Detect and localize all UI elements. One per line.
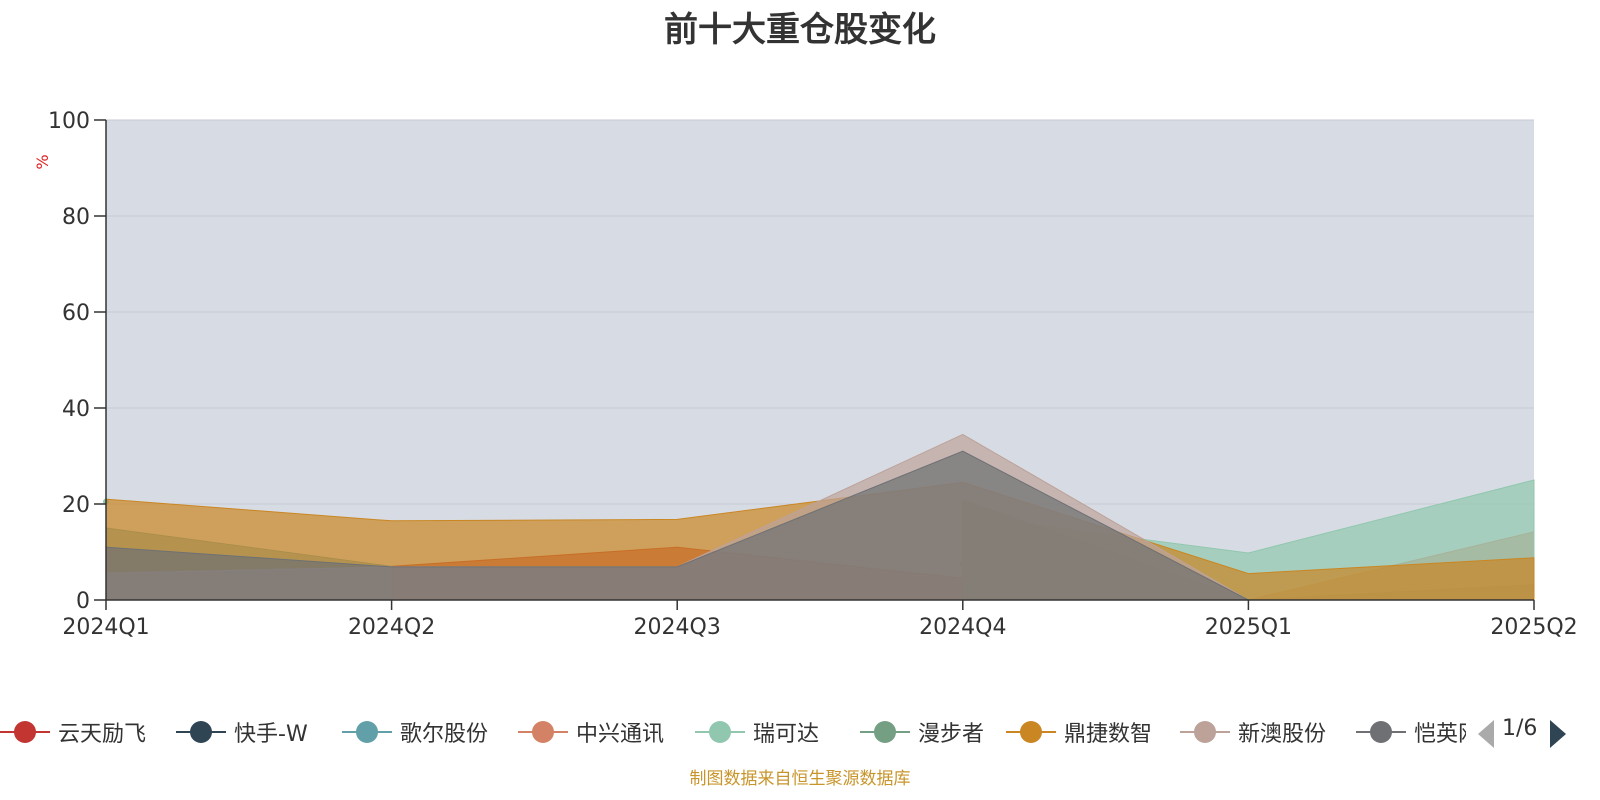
x-tick-label: 2025Q2: [1490, 615, 1577, 640]
legend-item[interactable]: 新澳股份: [1180, 716, 1326, 748]
legend-swatch-icon: [695, 716, 745, 748]
legend-label: 恺英网络: [1414, 722, 1466, 747]
legend-item[interactable]: 漫步者: [860, 716, 984, 748]
x-tick-label: 2024Q3: [634, 615, 721, 640]
legend-swatch-icon: [1180, 716, 1230, 748]
legend-label: 新澳股份: [1238, 722, 1327, 747]
y-tick-label: 40: [62, 397, 90, 422]
legend-pager: 1/6: [1470, 716, 1600, 750]
y-tick-label: 80: [62, 205, 90, 230]
y-tick-label: 20: [62, 493, 90, 518]
x-tick-label: 2024Q4: [919, 615, 1006, 640]
x-tick-label: 2024Q2: [348, 615, 435, 640]
chart-title: 前十大重仓股变化: [664, 10, 936, 50]
y-axis-unit-label: %: [33, 154, 52, 169]
legend-swatch-icon: [1356, 716, 1406, 748]
legend-item[interactable]: 鼎捷数智: [1006, 716, 1152, 748]
legend-label: 中兴通讯: [576, 722, 665, 747]
legend-label: 歌尔股份: [400, 722, 489, 747]
legend-label: 瑞可达: [753, 722, 820, 747]
area-chart: 0 20 40 60 80 100% 2024Q1 2024Q2 2024Q3 2024Q4 202…: [33, 109, 1578, 640]
legend-label: 鼎捷数智: [1064, 722, 1153, 747]
legend-label: 快手-W: [234, 722, 308, 747]
legend-swatch-icon: [0, 716, 50, 748]
y-tick-label: 100: [48, 109, 90, 134]
legend-next-icon[interactable]: [1550, 720, 1566, 748]
legend: 云天励飞 快手-W 歌尔股份 中兴通讯 瑞可达 漫步者 鼎捷数智 新澳股份 恺英网络: [0, 716, 1600, 756]
legend-swatch-icon: [1006, 716, 1056, 748]
legend-swatch-icon: [860, 716, 910, 748]
legend-swatch-icon: [342, 716, 392, 748]
legend-item[interactable]: 恺英网络: [1356, 716, 1466, 748]
legend-label: 云天励飞: [58, 722, 147, 747]
data-source-note: 制图数据来自恒生聚源数据库: [689, 769, 911, 789]
legend-item[interactable]: 歌尔股份: [342, 716, 488, 748]
legend-item[interactable]: 中兴通讯: [518, 716, 664, 748]
legend-prev-icon[interactable]: [1478, 720, 1494, 748]
legend-page-indicator: 1/6: [1502, 716, 1538, 741]
legend-item[interactable]: 云天励飞: [0, 716, 146, 748]
legend-label: 漫步者: [918, 722, 985, 747]
legend-swatch-icon: [518, 716, 568, 748]
legend-item[interactable]: 瑞可达: [695, 716, 819, 748]
x-tick-label: 2024Q1: [62, 615, 149, 640]
legend-swatch-icon: [176, 716, 226, 748]
x-tick-label: 2025Q1: [1205, 615, 1292, 640]
y-tick-label: 0: [76, 589, 90, 614]
legend-item[interactable]: 快手-W: [176, 716, 308, 748]
y-tick-label: 60: [62, 301, 90, 326]
